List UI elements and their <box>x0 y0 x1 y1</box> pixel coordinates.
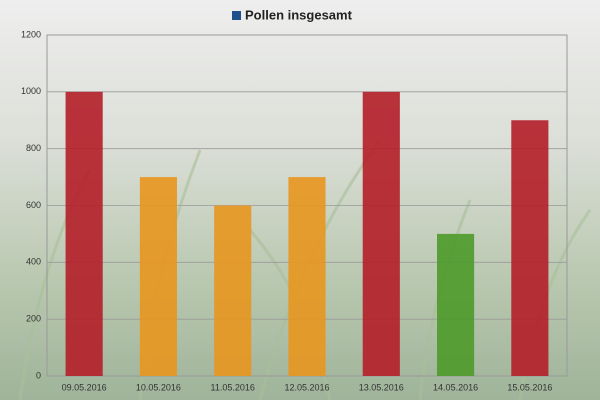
y-tick-label: 600 <box>26 200 41 210</box>
y-tick-label: 800 <box>26 143 41 153</box>
bar <box>139 177 177 376</box>
legend-swatch <box>232 11 241 20</box>
bar <box>437 233 475 376</box>
x-tick-label: 10.05.2016 <box>136 382 181 392</box>
x-tick-label: 09.05.2016 <box>62 382 107 392</box>
y-tick-label: 1200 <box>21 29 41 39</box>
bar <box>288 177 326 376</box>
y-tick-label: 200 <box>26 314 41 324</box>
x-tick-label: 13.05.2016 <box>359 382 404 392</box>
y-tick-label: 1000 <box>21 86 41 96</box>
legend-label: Pollen insgesamt <box>245 7 353 22</box>
x-tick-label: 12.05.2016 <box>284 382 329 392</box>
x-tick-label: 14.05.2016 <box>433 382 478 392</box>
y-tick-label: 400 <box>26 257 41 267</box>
bar <box>362 91 400 376</box>
bar <box>214 205 252 376</box>
x-tick-label: 11.05.2016 <box>211 382 255 392</box>
bar <box>511 120 549 376</box>
bar <box>65 91 103 376</box>
y-tick-label: 0 <box>36 370 41 380</box>
x-tick-label: 15.05.2016 <box>507 382 552 392</box>
